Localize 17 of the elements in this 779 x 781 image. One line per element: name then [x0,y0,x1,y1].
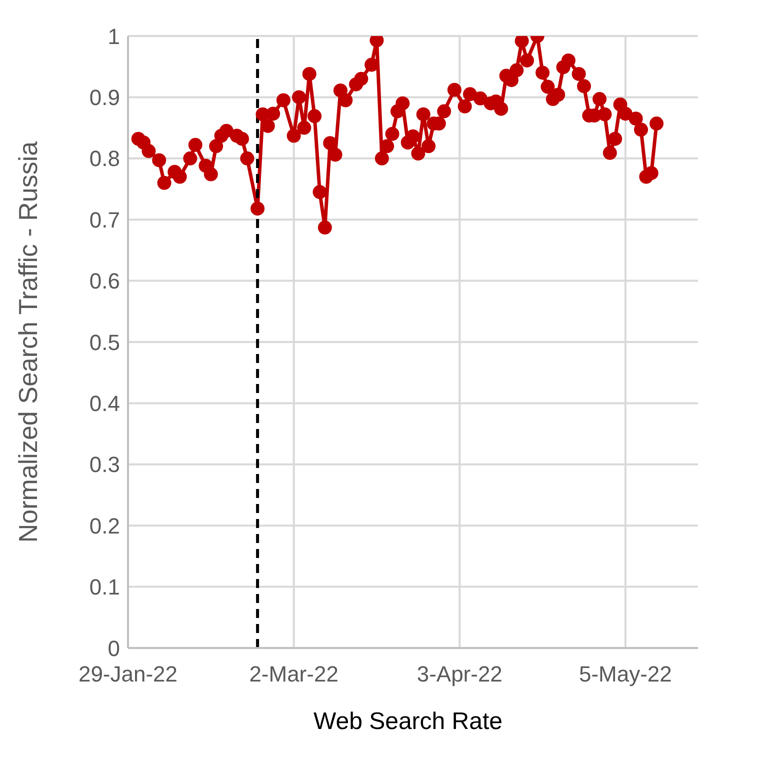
y-tick-label: 0.5 [89,330,120,355]
y-tick-label: 0.1 [89,574,120,600]
y-tick-label: 0 [108,636,120,661]
y-tick-label: 0.2 [89,513,120,538]
x-tick-label: 2-Mar-22 [249,662,338,687]
y-tick-label: 1 [108,24,120,49]
y-tick-label: 0.9 [89,85,120,110]
x-tick-label: 29-Jan-22 [78,662,178,687]
y-tick-label: 0.8 [89,146,120,172]
y-axis-title: Normalized Search Traffic - Russia [13,140,44,543]
y-tick-label: 0.4 [89,391,120,416]
x-axis-title: Web Search Rate [312,708,504,737]
y-tick-label: 0.3 [89,452,120,478]
y-tick-label: 0.6 [89,268,120,294]
x-tick-label: 5-May-22 [578,662,672,687]
x-tick-label: 3-Apr-22 [416,662,502,687]
y-tick-label: 0.7 [89,207,120,232]
